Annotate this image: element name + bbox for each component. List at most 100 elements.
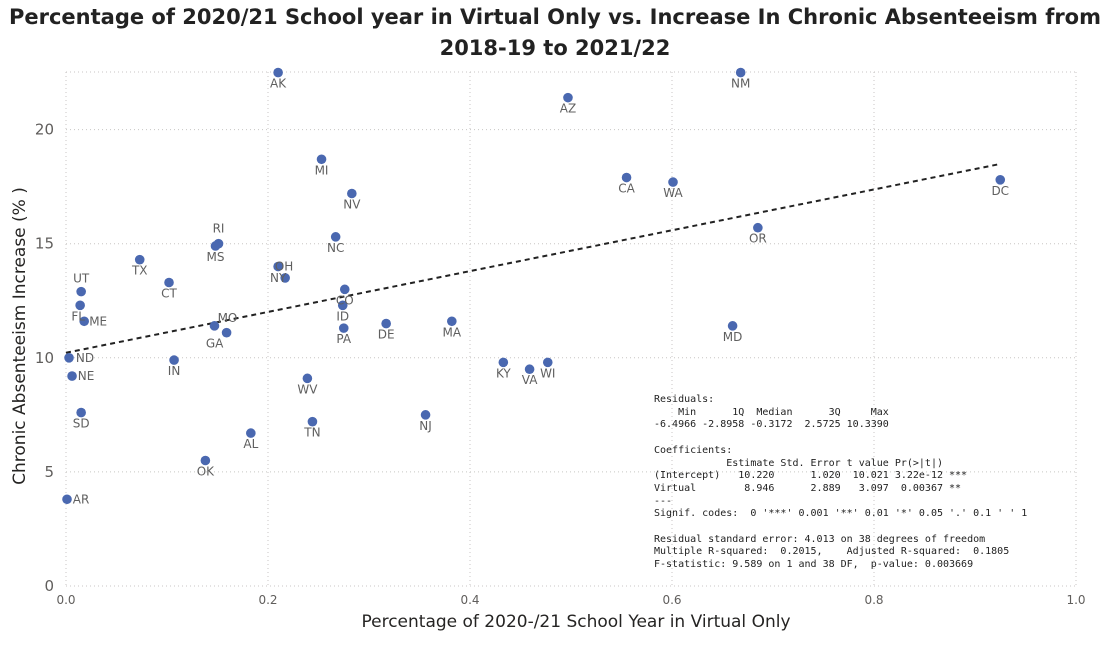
point-label-in: IN [168, 364, 181, 378]
point-label-pa: PA [336, 332, 351, 346]
point-label-nm: NM [731, 77, 750, 91]
data-point-ga [221, 327, 232, 338]
point-label-nd: ND [76, 351, 94, 365]
chart-title: Percentage of 2020/21 School year in Vir… [8, 5, 1101, 60]
data-point-nj [420, 410, 431, 420]
point-label-sd: SD [73, 417, 90, 431]
x-axis-title: Percentage of 2020-/21 School Year in Vi… [361, 612, 790, 632]
data-point-ak [273, 67, 283, 78]
data-point-ct [164, 277, 174, 288]
point-label-mo: MO [218, 311, 238, 325]
data-point-ky [498, 357, 509, 368]
y-tick-label: 0 [44, 577, 54, 595]
x-tick-label: 0.6 [662, 593, 681, 607]
point-label-de: DE [378, 328, 395, 342]
point-label-va: VA [522, 373, 538, 387]
point-label-ny: NY [270, 271, 287, 285]
point-label-ut: UT [73, 272, 90, 286]
data-point-nd [64, 353, 74, 363]
y-tick-label: 15 [35, 235, 54, 253]
data-point-ne [67, 371, 77, 381]
point-label-ar: AR [73, 492, 90, 506]
point-label-nj: NJ [419, 419, 432, 433]
point-label-nv: NV [343, 197, 361, 211]
data-point-me [79, 316, 89, 327]
point-label-dc: DC [991, 184, 1009, 198]
point-label-ct: CT [161, 286, 177, 300]
data-point-ny [280, 273, 290, 283]
point-label-mi: MI [315, 163, 329, 177]
data-point-ar [62, 494, 72, 505]
data-point-wi [542, 357, 553, 368]
data-point-oh [273, 261, 283, 272]
point-label-tx: TX [131, 264, 148, 278]
data-point-mi [316, 154, 327, 165]
data-point-az [563, 92, 573, 103]
x-tick-label: 0.0 [56, 593, 75, 607]
x-tick-label: 0.4 [460, 593, 479, 607]
x-tick-label: 0.8 [864, 593, 883, 607]
data-point-de [381, 318, 391, 329]
data-point-ut [76, 286, 86, 297]
y-axis-title: Chronic Absenteeism Increase (% ) [10, 187, 30, 485]
data-point-in [169, 355, 179, 365]
data-point-ca [621, 172, 632, 183]
data-point-wv [302, 373, 313, 384]
point-label-ms: MS [206, 250, 224, 264]
data-point-wa [668, 177, 678, 187]
point-label-wv: WV [297, 382, 318, 396]
data-point-va [524, 364, 535, 375]
data-point-pa [338, 323, 349, 333]
data-point-tx [134, 254, 145, 265]
point-label-oh: OH [275, 260, 293, 274]
point-label-ky: KY [496, 366, 511, 380]
point-label-co: CO [336, 293, 354, 307]
point-label-ca: CA [618, 182, 635, 196]
data-point-dc [995, 175, 1006, 185]
trend-line [65, 162, 1001, 354]
point-label-id: ID [336, 309, 349, 323]
point-label-nc: NC [327, 241, 344, 255]
y-axis-ticks: 0 5 10 15 20 [35, 121, 54, 595]
data-points [62, 67, 1006, 505]
point-label-me: ME [89, 314, 107, 328]
data-point-co [339, 284, 350, 295]
point-label-fl: FL [71, 309, 85, 323]
y-tick-label: 10 [35, 349, 54, 367]
point-label-or: OR [749, 232, 767, 246]
regression-summary: Residuals: Min 1Q Median 3Q Max -6.4966 … [654, 394, 1028, 571]
data-point-tn [307, 416, 318, 427]
data-point-nv [347, 188, 357, 199]
data-point-ma [447, 316, 457, 327]
data-point-ms [210, 241, 221, 251]
data-point-al [246, 428, 256, 438]
data-point-or [753, 222, 763, 233]
point-label-tn: TN [303, 426, 320, 440]
y-tick-label: 5 [44, 463, 54, 481]
point-label-az: AZ [560, 102, 576, 116]
x-tick-label: 0.2 [258, 593, 277, 607]
point-label-md: MD [723, 330, 743, 344]
point-label-ma: MA [443, 325, 462, 339]
point-label-ri: RI [213, 222, 225, 236]
data-point-id [337, 300, 348, 311]
point-label-ne: NE [78, 369, 95, 383]
point-label-wi: WI [540, 366, 555, 380]
point-label-wa: WA [663, 186, 683, 200]
point-label-ga: GA [206, 337, 224, 351]
data-point-mo [209, 321, 220, 331]
data-point-nc [330, 232, 341, 242]
data-point-sd [76, 407, 86, 418]
point-label-al: AL [243, 437, 258, 451]
data-point-nm [735, 67, 746, 78]
data-point-ok [200, 455, 211, 466]
point-label-ak: AK [270, 77, 287, 91]
y-tick-label: 20 [35, 121, 54, 139]
data-point-md [727, 321, 738, 331]
x-axis-ticks: 0.0 0.2 0.4 0.6 0.8 1.0 [56, 593, 1085, 607]
point-label-ok: OK [197, 464, 215, 478]
grid-lines [65, 71, 1077, 587]
x-tick-label: 1.0 [1066, 593, 1085, 607]
